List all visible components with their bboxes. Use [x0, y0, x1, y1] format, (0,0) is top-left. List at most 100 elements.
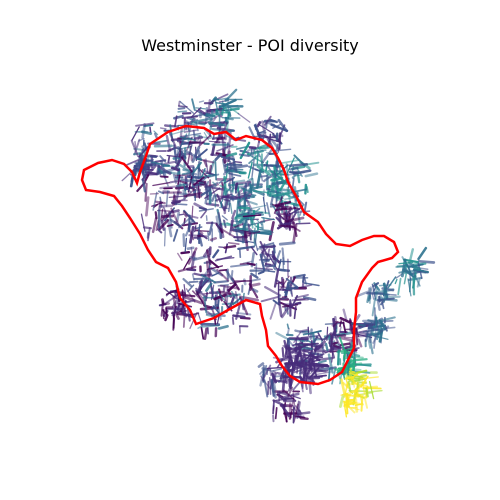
street-segment	[238, 212, 254, 223]
street-segment	[356, 377, 361, 390]
street-segment	[225, 269, 237, 286]
street-segment	[217, 283, 230, 287]
street-segment	[357, 338, 363, 348]
street-segment	[314, 345, 318, 352]
street-segment	[291, 350, 301, 355]
street-segment	[172, 317, 176, 331]
street-segment	[328, 342, 336, 359]
street-segment	[214, 152, 223, 161]
street-segment	[353, 347, 360, 350]
street-segment	[264, 285, 282, 297]
street-segment	[210, 303, 219, 311]
street-segment	[165, 307, 168, 316]
street-segment	[250, 272, 259, 279]
street-segment	[208, 221, 214, 236]
street-segment	[299, 374, 304, 393]
street-segment	[234, 160, 243, 164]
street-segment	[239, 316, 251, 320]
street-segment	[333, 332, 342, 348]
street-segment	[250, 185, 263, 190]
street-segment	[166, 154, 182, 158]
street-segment	[222, 195, 241, 200]
street-segment	[264, 115, 272, 126]
street-segment	[229, 107, 240, 111]
street-segment	[407, 263, 424, 269]
street-segment	[337, 349, 340, 366]
street-segment	[191, 98, 196, 111]
street-segment	[324, 342, 329, 352]
street-segment	[384, 326, 396, 330]
street-segment	[398, 261, 414, 265]
street-segment	[293, 415, 306, 419]
street-segment	[194, 225, 197, 233]
street-segment	[284, 216, 305, 223]
street-segment	[380, 299, 385, 310]
street-segment	[195, 148, 208, 159]
street-segment	[374, 286, 378, 301]
street-segment	[232, 297, 242, 306]
street-segment	[338, 393, 345, 408]
street-segment	[264, 262, 272, 266]
street-segment	[140, 213, 146, 232]
street-segment	[285, 163, 290, 180]
street-segment	[360, 373, 368, 377]
street-segment	[165, 134, 172, 152]
street-segment	[287, 206, 304, 217]
street-segment	[355, 290, 370, 298]
street-segment	[136, 163, 141, 172]
street-segment	[183, 257, 191, 270]
street-segment	[154, 200, 166, 205]
street-segment	[312, 336, 318, 345]
street-segment	[238, 153, 250, 157]
street-segment	[302, 275, 305, 283]
street-segment	[226, 285, 229, 304]
street-segment	[304, 172, 319, 178]
street-segment	[347, 380, 352, 392]
street-segment	[173, 197, 187, 205]
street-segment	[173, 290, 178, 299]
street-segment	[177, 110, 188, 113]
street-segment	[372, 282, 380, 288]
street-segment	[385, 295, 401, 299]
street-segment	[323, 332, 333, 341]
street-segment	[184, 213, 199, 219]
street-segment	[283, 362, 296, 378]
street-segment	[230, 290, 237, 299]
street-segment	[194, 185, 202, 189]
figure-title: Westminster - POI diversity	[141, 36, 359, 55]
street-segment	[339, 372, 343, 385]
street-segment	[207, 99, 211, 111]
street-segment	[208, 140, 227, 144]
street-segment	[246, 240, 254, 244]
street-segment	[270, 123, 289, 133]
street-segment	[220, 228, 236, 238]
street-segment	[342, 321, 347, 334]
street-segment	[265, 263, 274, 269]
street-segment	[274, 407, 278, 420]
street-segment	[278, 224, 295, 229]
street-segment	[281, 159, 300, 164]
street-segment	[205, 158, 209, 174]
street-segment	[151, 161, 170, 167]
street-segment	[349, 358, 368, 362]
street-segment	[365, 387, 369, 398]
street-segment	[194, 133, 202, 137]
street-segment	[236, 191, 251, 196]
street-segment	[336, 367, 343, 374]
street-segment	[205, 249, 212, 265]
street-segment	[188, 185, 197, 192]
street-segment	[208, 259, 220, 269]
street-segment	[209, 110, 214, 131]
street-segment	[159, 159, 167, 179]
street-segment	[224, 193, 230, 210]
street-segment	[218, 179, 224, 184]
street-segment	[216, 144, 234, 152]
street-segment	[229, 202, 233, 215]
street-segment	[394, 278, 398, 285]
street-segment	[217, 324, 229, 330]
street-segment	[278, 390, 281, 402]
street-segment	[261, 253, 268, 260]
street-segment	[177, 107, 186, 110]
street-segment	[270, 138, 281, 150]
